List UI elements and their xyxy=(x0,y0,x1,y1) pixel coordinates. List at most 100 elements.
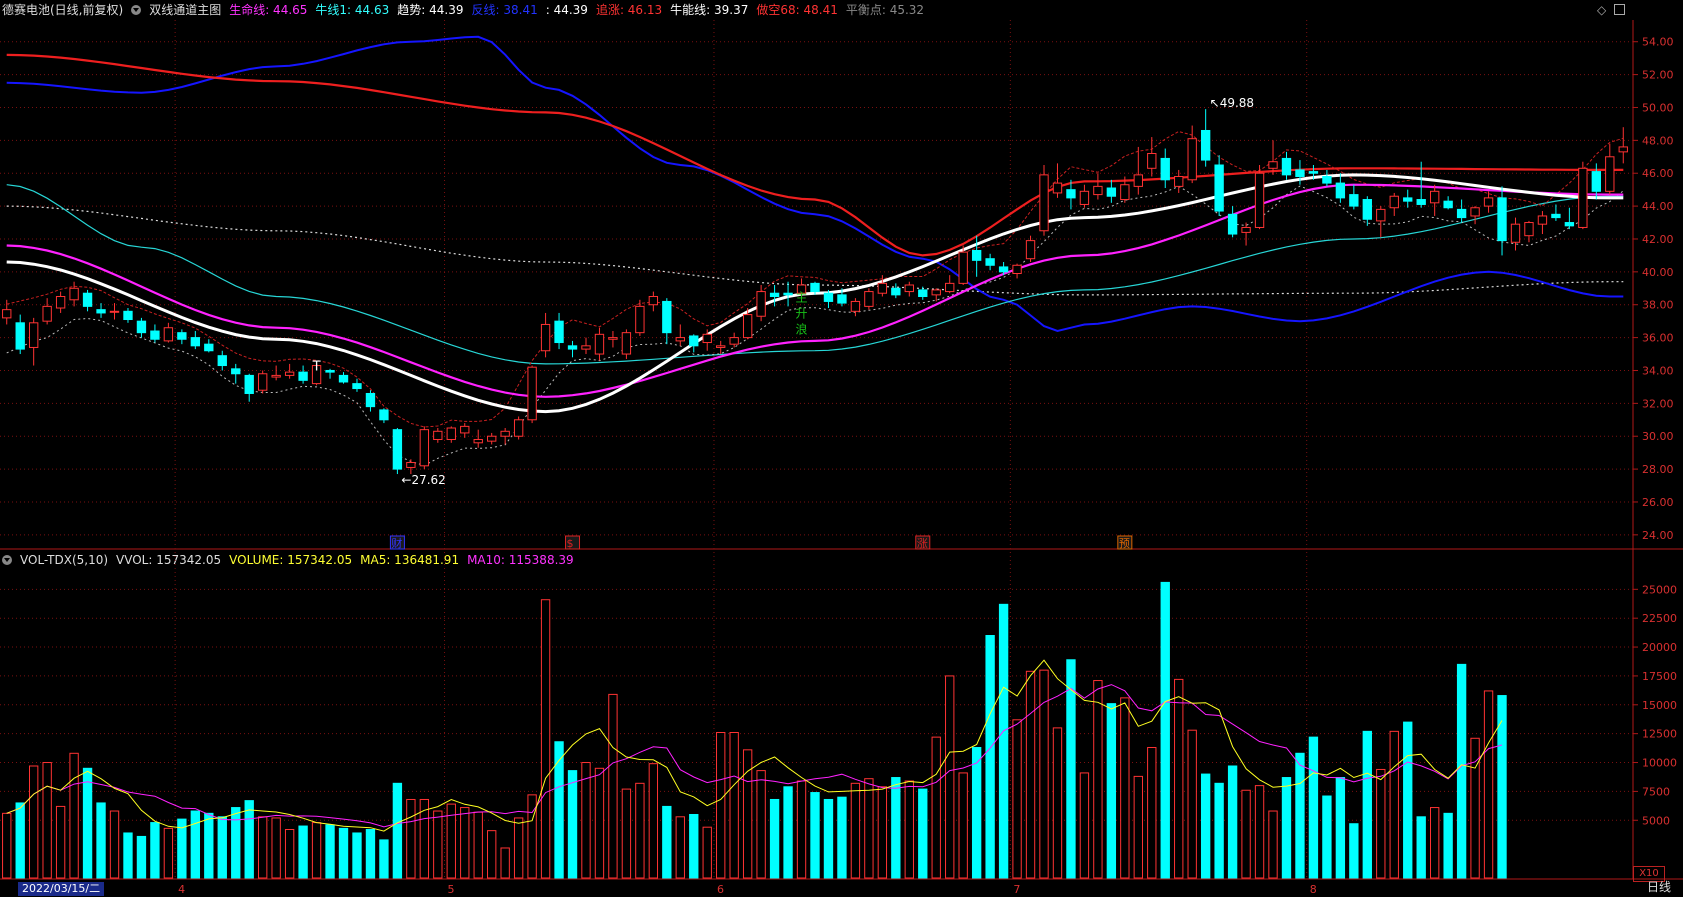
volume-bar xyxy=(1362,730,1372,879)
candle-body xyxy=(554,320,564,344)
main-value-8: 平衡点: 45.32 xyxy=(845,3,925,17)
main-ytick-label: 52.00 xyxy=(1642,69,1674,82)
candle-body xyxy=(1052,182,1063,194)
indicator-name[interactable]: 双线通道主图 xyxy=(149,3,222,17)
candle-body xyxy=(1537,215,1548,225)
vol-value-1: VOLUME: 157342.05 xyxy=(229,553,353,567)
main-ytick-label: 32.00 xyxy=(1642,397,1674,410)
volume-bar xyxy=(783,786,793,879)
main-ytick-label: 36.00 xyxy=(1642,332,1674,345)
candle-body xyxy=(716,345,726,348)
candle-body xyxy=(1362,199,1372,220)
volume-bar xyxy=(392,782,403,879)
vol-ytick-label: 10000 xyxy=(1642,757,1677,770)
candle-body xyxy=(769,292,780,298)
volume-bar xyxy=(1295,752,1305,879)
candle-body xyxy=(365,392,376,408)
candle-body xyxy=(1308,171,1319,174)
candle-body xyxy=(810,282,820,293)
volume-bar xyxy=(1470,737,1480,879)
candle-body xyxy=(945,282,955,293)
candle-body xyxy=(1524,222,1534,237)
volume-bar xyxy=(2,812,12,879)
volume-bar xyxy=(82,767,93,879)
event-marker-text: 财 xyxy=(391,536,402,550)
current-date: 2022/03/15/二 xyxy=(18,882,105,896)
volume-bar xyxy=(1147,747,1157,879)
volume-bar xyxy=(1254,785,1265,879)
stock-name[interactable]: 德赛电池(日线,前复权) xyxy=(2,3,124,17)
candle-body xyxy=(1133,174,1143,187)
candle-body xyxy=(985,258,995,266)
candle-body xyxy=(231,368,241,375)
main-ytick-label: 44.00 xyxy=(1642,200,1674,213)
volume-bar xyxy=(810,792,820,879)
volume-bar xyxy=(1174,678,1184,879)
candle-body xyxy=(931,289,941,296)
volume-bar xyxy=(837,796,847,879)
main-chart-header: 德赛电池(日线,前复权) 双线通道主图 生命线: 44.65 牛线1: 44.63… xyxy=(2,0,932,20)
volume-bar xyxy=(42,762,52,879)
volume-bar xyxy=(1120,697,1130,879)
diamond-icon[interactable]: ◇ xyxy=(1597,3,1607,17)
vol-ytick-label: 22500 xyxy=(1642,612,1677,625)
candle-body xyxy=(311,365,322,385)
volume-bar xyxy=(365,829,376,879)
volume-bar xyxy=(729,732,739,879)
candle-body xyxy=(1281,157,1292,176)
timeframe-label[interactable]: 日线 xyxy=(1646,880,1671,894)
indicator-dropdown-icon[interactable] xyxy=(131,5,142,15)
volume-bar xyxy=(985,635,995,879)
volume-bar xyxy=(1281,777,1292,879)
window-icon[interactable] xyxy=(1614,4,1626,15)
candle-body xyxy=(284,371,295,376)
vol-indicator-values: VVOL: 157342.05 VOLUME: 157342.05 MA5: 136… xyxy=(116,550,582,570)
volume-bar xyxy=(1187,729,1197,879)
volume-bar xyxy=(796,780,807,879)
volume-bar xyxy=(231,807,241,879)
volume-bar xyxy=(675,816,685,879)
volume-bar xyxy=(756,770,766,879)
candle-body xyxy=(1254,172,1265,228)
candle-body xyxy=(177,332,187,340)
candle-body xyxy=(1025,240,1036,260)
vol-ytick-label: 15000 xyxy=(1642,699,1677,712)
month-label: 8 xyxy=(1310,883,1317,896)
chase-line-red xyxy=(6,53,1624,257)
month-label: 4 xyxy=(178,883,185,896)
volume-bar xyxy=(150,822,160,879)
volume-bar xyxy=(1227,765,1238,879)
candle-body xyxy=(1443,200,1453,209)
volume-bar xyxy=(648,763,659,879)
main-indicator-values: 生命线: 44.65 牛线1: 44.63 趋势: 44.39 反线: 38.41: … xyxy=(229,0,932,20)
volume-bar xyxy=(1093,680,1103,879)
volume-bar xyxy=(621,788,632,879)
volume-bar xyxy=(406,798,416,879)
candle-body xyxy=(1551,213,1561,219)
volume-bar xyxy=(1106,703,1117,879)
volume-bar xyxy=(163,827,174,879)
candle-body xyxy=(352,383,362,390)
candle-body xyxy=(190,337,201,347)
candle-body xyxy=(1106,187,1117,197)
vol-indicator-name[interactable]: VOL-TDX(5,10) xyxy=(20,553,109,567)
candle-body xyxy=(460,425,470,434)
volume-bar xyxy=(96,802,106,879)
candle-body xyxy=(756,291,766,317)
vol-dropdown-icon[interactable] xyxy=(2,555,12,565)
candle-body xyxy=(123,310,133,321)
candle-body xyxy=(662,300,672,334)
volume-header: VOL-TDX(5,10) VVOL: 157342.05 VOLUME: 157… xyxy=(2,550,590,570)
candle-body xyxy=(29,322,39,348)
candle-body xyxy=(271,374,281,378)
zoom-box[interactable]: X10 xyxy=(1633,866,1665,882)
volume-bar xyxy=(1039,669,1049,879)
volume-bar xyxy=(1335,777,1346,879)
month-label: 7 xyxy=(1013,883,1020,896)
event-marker-box xyxy=(1117,535,1133,550)
candle-body xyxy=(1241,226,1251,233)
volume-bar xyxy=(1429,807,1440,879)
candle-body xyxy=(1564,222,1575,227)
volume-bar xyxy=(850,782,861,879)
